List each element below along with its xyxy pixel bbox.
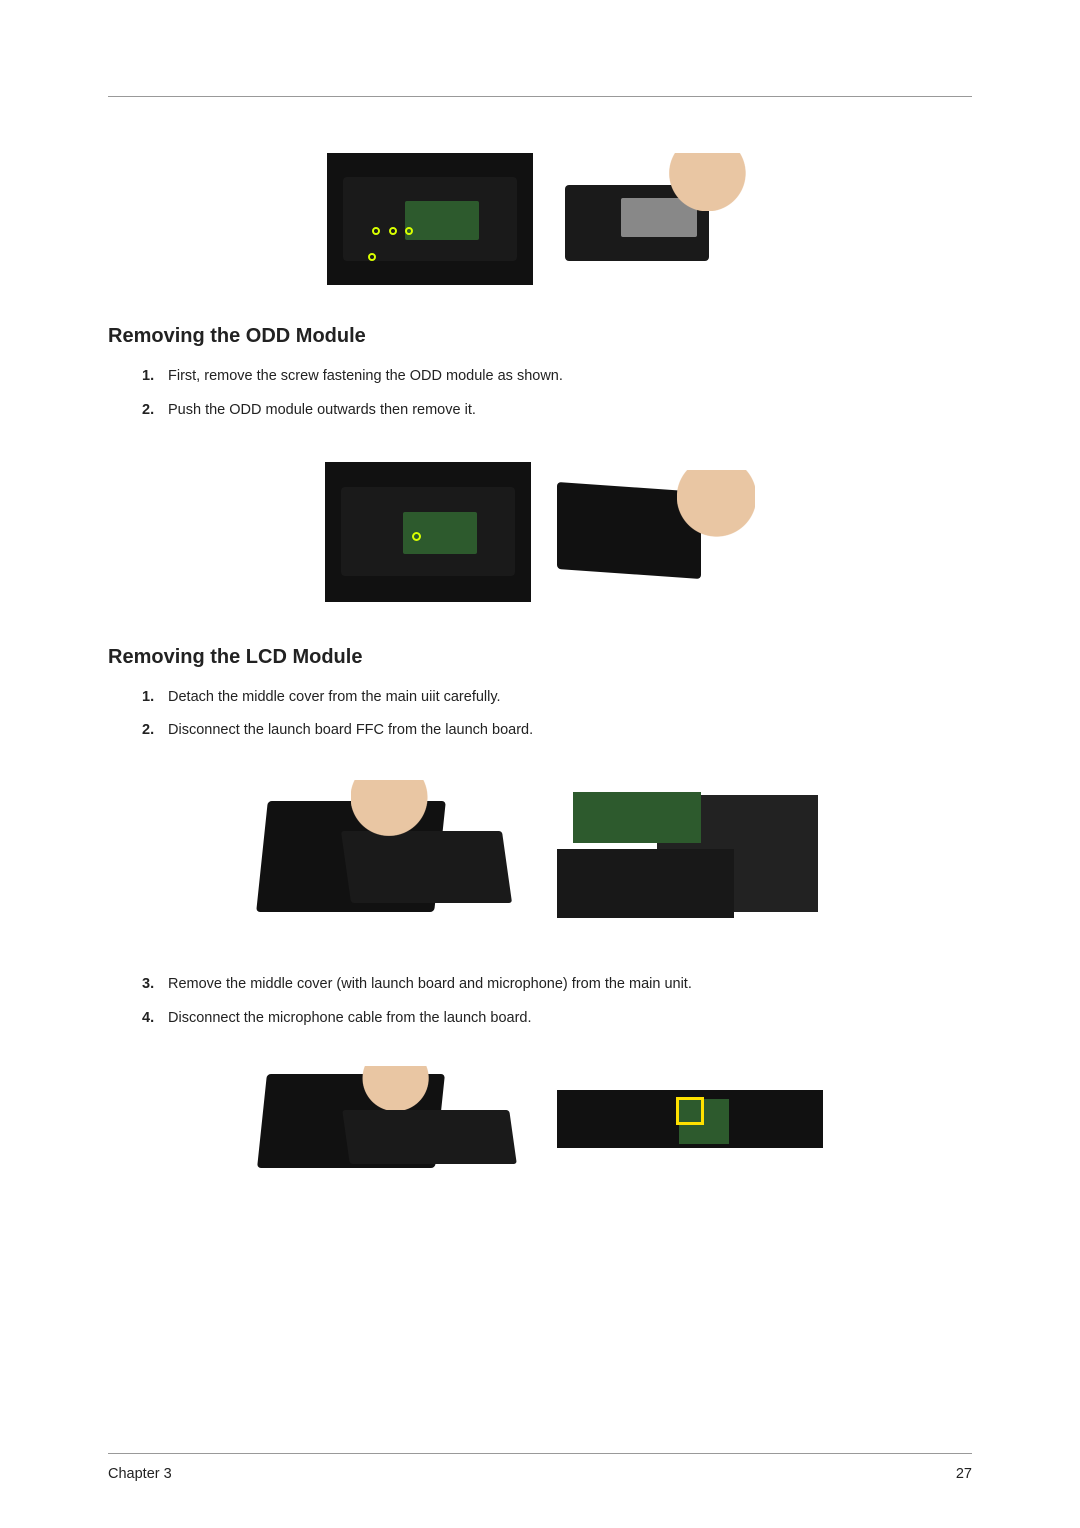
figure-hand-pulling-odd	[549, 462, 755, 602]
figure-laptop-underside-odd	[325, 462, 531, 602]
figure-launch-board-ffc	[551, 780, 829, 930]
figure-hand-removing-hdd	[553, 153, 753, 285]
heading-odd: Removing the ODD Module	[108, 325, 972, 348]
step-number: 4.	[142, 1008, 154, 1030]
step-number: 2.	[142, 400, 154, 422]
step-number: 1.	[142, 687, 154, 709]
step-text: First, remove the screw fastening the OD…	[168, 368, 563, 384]
step-text: Remove the middle cover (with launch boa…	[168, 976, 692, 992]
figure-row-hdd	[108, 153, 972, 285]
steps-odd: 1. First, remove the screw fastening the …	[108, 366, 972, 422]
step-text: Disconnect the microphone cable from the…	[168, 1010, 532, 1026]
step-item: 4.Disconnect the microphone cable from t…	[168, 1008, 972, 1030]
figure-detach-middle-cover	[251, 780, 529, 930]
step-item: 3.Remove the middle cover (with launch b…	[168, 974, 972, 996]
step-number: 3.	[142, 974, 154, 996]
footer-chapter: Chapter 3	[108, 1466, 172, 1482]
heading-lcd: Removing the LCD Module	[108, 646, 972, 669]
figure-row-lcd-b	[108, 1066, 972, 1178]
step-number: 2.	[142, 720, 154, 742]
figure-row-odd	[108, 462, 972, 602]
footer-page-number: 27	[956, 1466, 972, 1482]
step-item: 1.First, remove the screw fastening the …	[168, 366, 972, 388]
step-item: 1.Detach the middle cover from the main …	[168, 687, 972, 709]
page-footer: Chapter 3 27	[108, 1453, 972, 1482]
steps-lcd-a: 1. Detach the middle cover from the main …	[108, 687, 972, 743]
step-item: 2.Disconnect the launch board FFC from t…	[168, 720, 972, 742]
figure-microphone-cable-strip	[551, 1066, 829, 1178]
figure-laptop-underside-hdd	[327, 153, 533, 285]
figure-remove-middle-cover	[251, 1066, 529, 1178]
footer-rule	[108, 1453, 972, 1454]
step-number: 1.	[142, 366, 154, 388]
step-text: Push the ODD module outwards then remove…	[168, 402, 476, 418]
step-text: Disconnect the launch board FFC from the…	[168, 722, 533, 738]
header-rule	[108, 96, 972, 97]
step-item: 2.Push the ODD module outwards then remo…	[168, 400, 972, 422]
figure-row-lcd-a	[108, 780, 972, 930]
step-text: Detach the middle cover from the main ui…	[168, 689, 501, 705]
steps-lcd-b: 3. Remove the middle cover (with launch b…	[108, 974, 972, 1030]
